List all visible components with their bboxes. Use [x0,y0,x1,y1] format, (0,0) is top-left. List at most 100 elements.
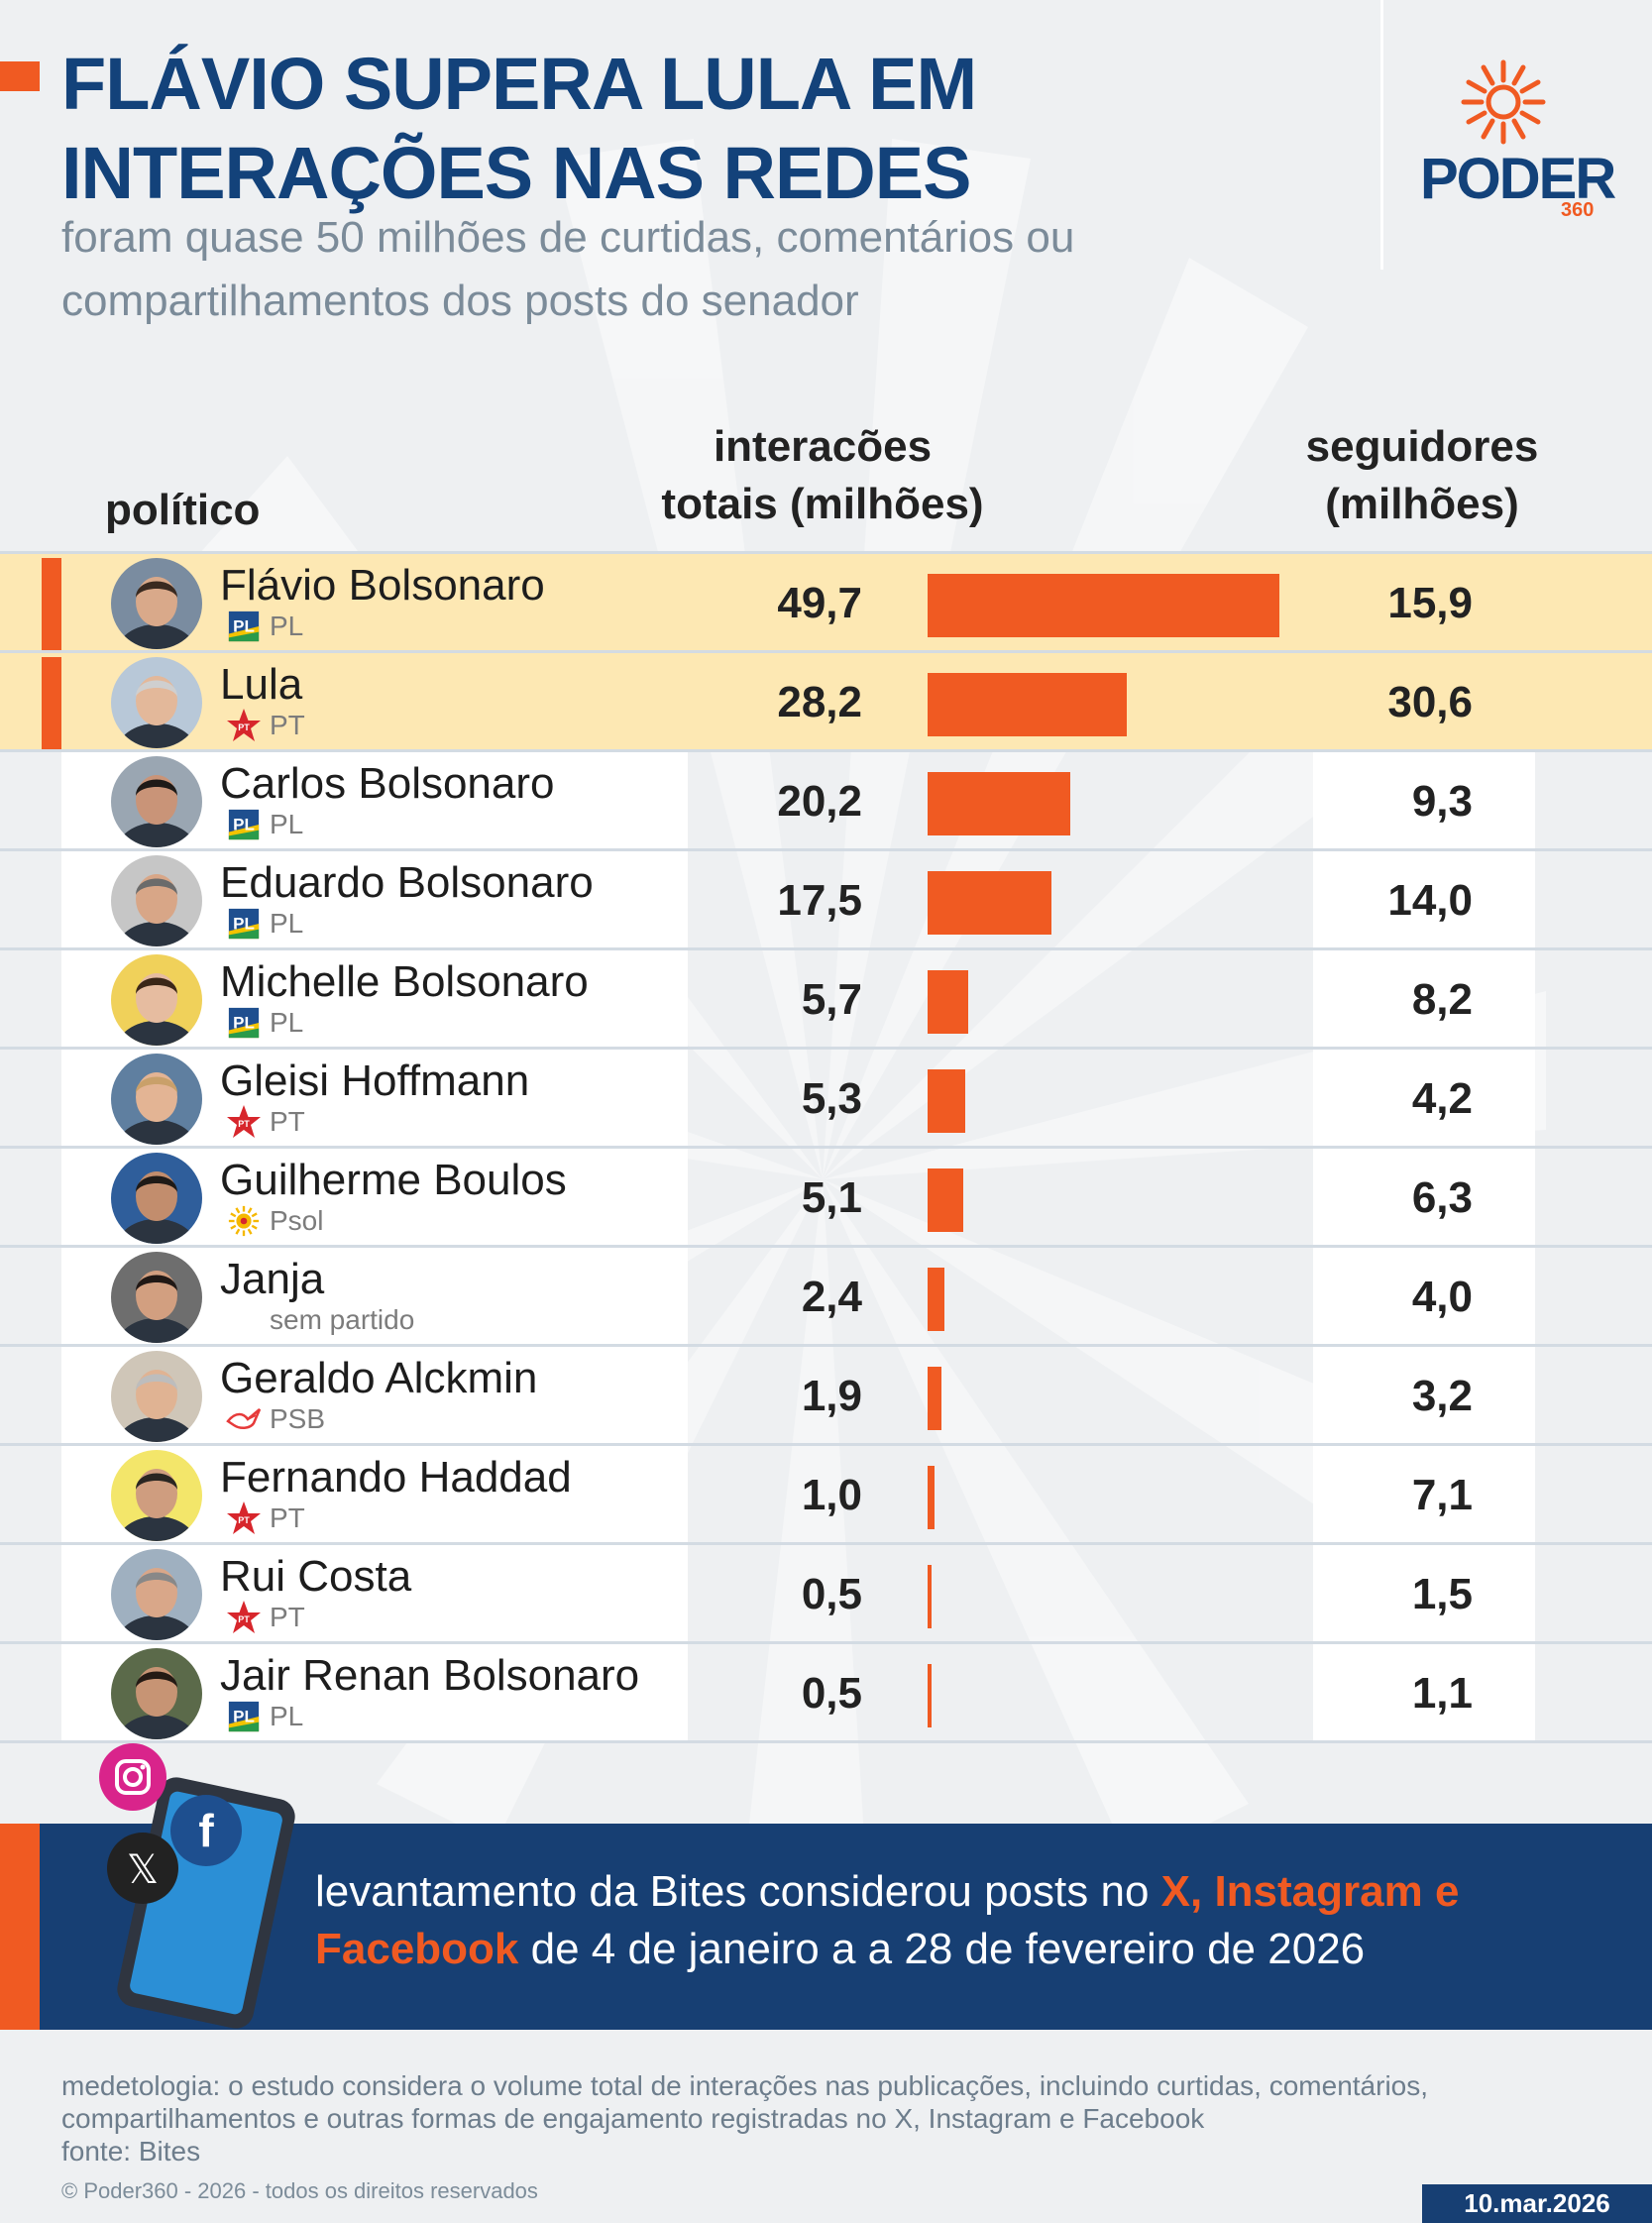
politician-party: PL PL [226,1698,303,1735]
politician-photo [111,1648,202,1739]
page-title: FLÁVIO SUPERA LULA EM INTERAÇÕES NAS RED… [61,43,977,214]
table-row: Carlos Bolsonaro PL PL 20,2 9,3 [0,749,1652,848]
party-label: PT [270,710,305,740]
interactions-bar [928,673,1128,736]
interactions-bar [928,1069,965,1133]
title-accent-tab [0,61,40,91]
svg-text:PT: PT [238,1515,250,1525]
pl-logo-icon: PL [226,807,262,842]
banner-text-highlight: X, Instagram e Facebook [315,1867,1460,1973]
party-label: sem partido [270,1304,415,1335]
interactions-bar [928,1168,964,1232]
pt-star-icon: PT [226,1104,262,1140]
interactions-bar [928,871,1051,935]
interactions-bar [928,1466,936,1529]
followers-value: 8,2 [1411,975,1473,1024]
logo-sub: 360 [1561,199,1595,221]
table-row: Flávio Bolsonaro PL PL 49,7 15,9 [0,551,1652,651]
politician-party: PL PL [226,905,303,943]
politician-party: PT PT [226,1500,305,1537]
politician-party: PT PT [226,707,305,744]
interactions-value: 20,2 [777,777,862,826]
social-phone-illustration: f 𝕏 [99,1743,295,2029]
politician-party: PL PL [226,608,303,645]
interactions-bar [928,1367,941,1430]
interactions-value: 0,5 [801,1570,862,1618]
svg-text:PT: PT [238,722,250,732]
table-row: Fernando Haddad PT PT 1,0 7,1 [0,1443,1652,1542]
x-icon [107,1833,178,1904]
party-label: PSB [270,1403,326,1434]
interactions-value: 5,1 [801,1173,862,1222]
politician-photo [111,1054,202,1145]
svg-text:PT: PT [238,1119,250,1129]
politician-name: Guilherme Boulos [220,1156,567,1204]
column-header-interacoes: interacões totais (milhões) [614,418,1031,533]
party-label: PL [270,809,304,839]
followers-value: 4,0 [1411,1273,1473,1321]
svg-text:PL: PL [233,816,255,834]
pt-star-icon: PT [226,708,262,743]
pl-logo-icon: PL [226,609,262,644]
highlight-marker [42,558,61,651]
followers-value: 4,2 [1411,1074,1473,1123]
pl-logo-icon: PL [226,906,262,942]
party-label: PT [270,1602,305,1632]
party-label: PL [270,1007,304,1038]
svg-text:PL: PL [233,1708,255,1726]
politician-photo [111,855,202,946]
interactions-bar [928,772,1071,835]
party-label: PL [270,1701,304,1731]
politician-party: sem partido [226,1301,414,1339]
svg-text:PT: PT [238,1614,250,1624]
politician-photo [111,1252,202,1343]
source-text: fonte: Bites [61,2136,201,2167]
interactions-value: 1,0 [801,1471,862,1519]
banner-accent [0,1824,40,2030]
followers-value: 1,1 [1411,1669,1473,1718]
politician-name: Lula [220,660,303,709]
highlight-marker [42,657,61,750]
interactions-bar [928,574,1279,637]
table-row: Jair Renan Bolsonaro PL PL 0,5 1,1 [0,1641,1652,1740]
table-row: Lula PT PT 28,2 30,6 [0,650,1652,750]
interactions-value: 28,2 [777,678,862,726]
date-badge: 10.mar.2026 [1422,2184,1652,2223]
politician-party: PL PL [226,806,303,843]
politician-photo [111,1450,202,1541]
column-header-seguidores-line1: seguidores [1305,422,1539,471]
interactions-value: 2,4 [801,1273,862,1321]
politician-photo [111,657,202,748]
interactions-bar [928,1664,932,1727]
sun-logo-icon [1461,59,1546,145]
interactions-value: 5,7 [801,975,862,1024]
pl-logo-icon: PL [226,1005,262,1041]
followers-value: 6,3 [1411,1173,1473,1222]
politician-name: Janja [220,1255,325,1303]
facebook-icon [170,1795,242,1866]
politician-name: Michelle Bolsonaro [220,957,589,1006]
column-header-seguidores-line2: (milhões) [1325,480,1519,528]
party-label: PT [270,1106,305,1137]
politician-name: Fernando Haddad [220,1453,572,1501]
table-row: Rui Costa PT PT 0,5 1,5 [0,1542,1652,1641]
interactions-value: 0,5 [801,1669,862,1718]
banner-text-2: de 4 de janeiro a a 28 de fevereiro de 2… [518,1925,1366,1973]
table-row: Guilherme Boulos Psol 5,1 6,3 [0,1146,1652,1245]
interactions-value: 5,3 [801,1074,862,1123]
column-header-seguidores: seguidores (milhões) [1278,418,1566,533]
pl-logo-icon: PL [226,1699,262,1734]
table-row: Gleisi Hoffmann PT PT 5,3 4,2 [0,1047,1652,1146]
poder360-logo: PODER 360 [1412,55,1616,228]
politician-photo [111,1351,202,1442]
methodology-note: medetologia: o estudo considera o volume… [61,2069,1607,2167]
politician-photo [111,1153,202,1244]
table-bottom-border [0,1740,1652,1743]
no-party-icon [226,1302,262,1338]
politician-name: Geraldo Alckmin [220,1354,538,1402]
interactions-value: 17,5 [777,876,862,925]
politician-photo [111,756,202,847]
methodology-text: medetologia: o estudo considera o volume… [61,2070,1429,2134]
party-label: PL [270,908,304,939]
politician-photo [111,1549,202,1640]
